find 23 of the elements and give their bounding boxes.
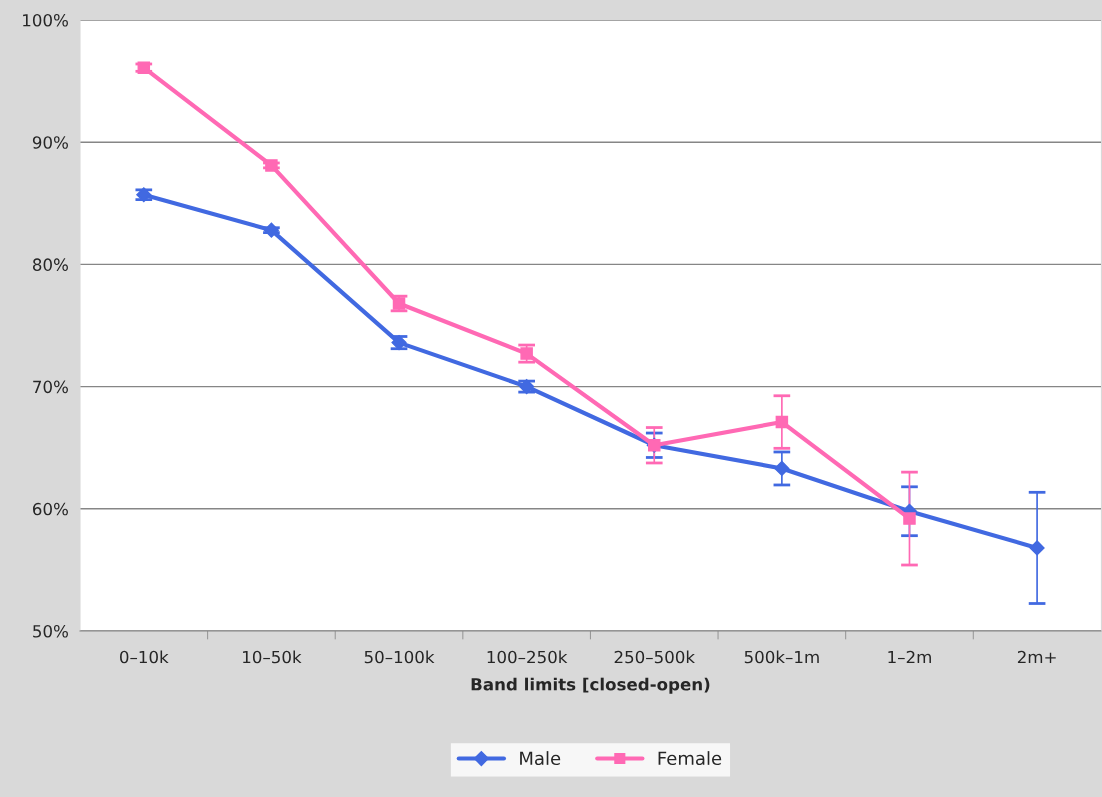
y-tick-label: 100% <box>23 13 68 27</box>
point <box>774 460 790 477</box>
x-tick-label: 100–250k <box>487 650 568 664</box>
legend-label: Male <box>520 751 561 766</box>
y-tick-label: 90% <box>32 136 68 149</box>
y-tick-label: 50% <box>33 624 68 638</box>
x-tick-label: 50–100k <box>364 650 435 664</box>
x-tick-label: 1–2m <box>888 650 931 664</box>
y-tick-label: 60% <box>33 502 68 516</box>
x-tick-label: 250–500k <box>614 650 696 664</box>
x-tick-label: 0–10k <box>120 650 169 664</box>
point <box>903 512 916 525</box>
point <box>1029 540 1045 556</box>
legend-label: Female <box>658 751 722 766</box>
x-tick-label: 10–50k <box>243 650 302 664</box>
y-tick-label: 80% <box>32 258 68 271</box>
x-tick-label: 2m+ <box>1017 650 1056 664</box>
point <box>263 222 279 238</box>
y-tick-label: 70% <box>33 380 68 394</box>
x-tick-label: 500k–1m <box>744 650 819 664</box>
point <box>265 159 278 172</box>
point <box>775 415 789 429</box>
x-axis-title: Band limits [closed-open) <box>471 677 710 694</box>
